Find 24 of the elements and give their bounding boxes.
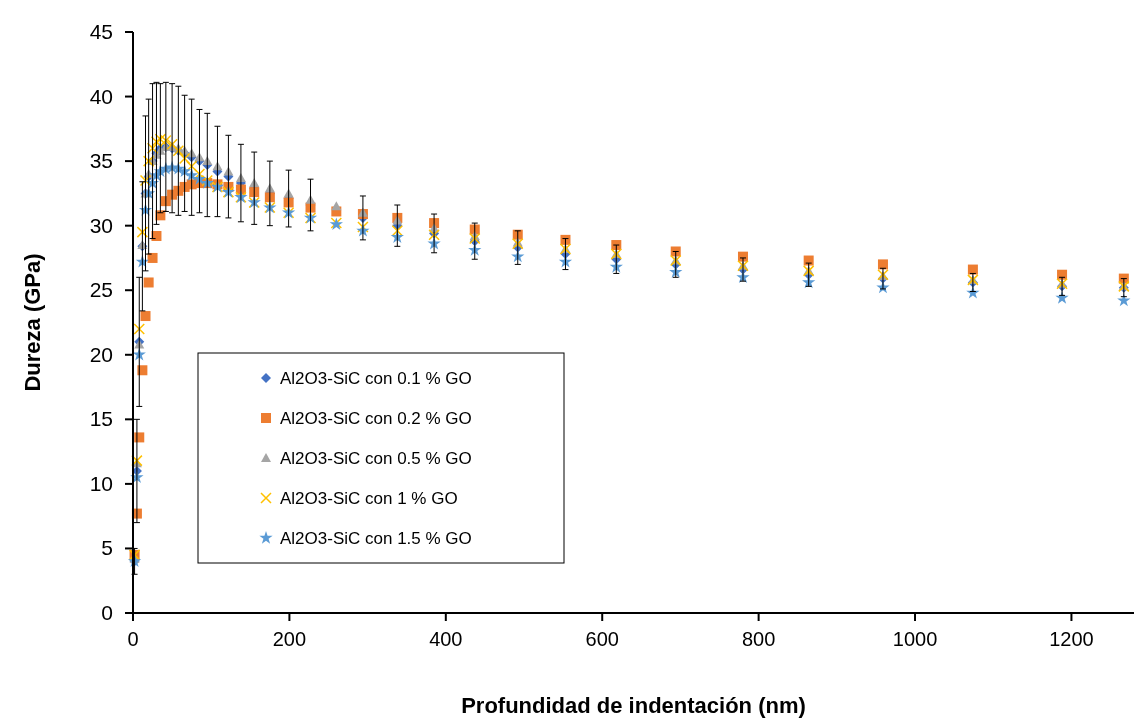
y-tick-label: 30: [89, 213, 113, 237]
y-tick-label: 0: [101, 601, 113, 624]
x-tick-label: 1000: [892, 628, 938, 650]
y-axis-title: Dureza (GPa): [20, 253, 45, 392]
x-tick-label: 200: [272, 628, 307, 650]
y-tick-label: 5: [101, 536, 113, 560]
legend-label: Al2O3-SiC con 1 % GO: [280, 489, 458, 508]
y-tick-label: 20: [89, 342, 113, 366]
legend-label: Al2O3-SiC con 0.1 % GO: [280, 369, 472, 388]
legend-label: Al2O3-SiC con 0.5 % GO: [280, 449, 472, 468]
y-tick-label: 15: [89, 407, 113, 431]
x-axis-title: Profundidad de indentación (nm): [461, 693, 806, 718]
legend-label: Al2O3-SiC con 1.5 % GO: [280, 529, 472, 548]
x-tick-label: 800: [741, 628, 776, 650]
y-tick-label: 40: [89, 84, 113, 108]
legend-label: Al2O3-SiC con 0.2 % GO: [280, 409, 472, 428]
y-tick-label: 10: [89, 471, 113, 495]
y-tick-label: 35: [89, 149, 113, 173]
x-tick-label: 1200: [1049, 628, 1094, 650]
y-tick-label: 25: [89, 278, 113, 302]
x-tick-label: 0: [127, 628, 139, 650]
x-tick-label: 600: [585, 628, 619, 650]
x-tick-label: 400: [429, 628, 463, 650]
y-tick-label: 45: [89, 20, 113, 43]
